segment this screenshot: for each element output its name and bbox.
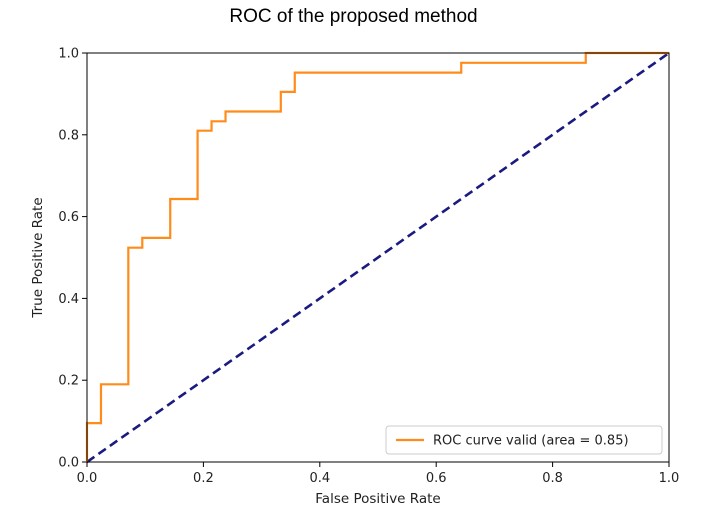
y-tick-label: 0.6 xyxy=(58,210,79,225)
series-layer xyxy=(85,51,670,464)
y-tick-label: 0.4 xyxy=(58,292,79,307)
x-tick-label: 0.6 xyxy=(426,471,447,486)
x-tick-label: 1.0 xyxy=(659,471,680,486)
x-axis: 0.0 0.2 0.4 0.6 0.8 1.0 xyxy=(77,462,680,486)
legend: ROC curve valid (area = 0.85) xyxy=(385,425,663,455)
x-tick-label: 0.4 xyxy=(309,471,330,486)
legend-box xyxy=(385,425,663,455)
x-tick-label: 0.2 xyxy=(193,471,214,486)
roc-curve-line xyxy=(85,51,669,462)
y-tick-label: 0.0 xyxy=(58,456,79,471)
y-tick-label: 1.0 xyxy=(58,47,79,62)
y-axis: 0.0 0.2 0.4 0.6 0.8 1.0 xyxy=(58,47,87,471)
x-tick-label: 0.0 xyxy=(77,471,98,486)
y-tick-label: 0.2 xyxy=(58,374,79,389)
x-tick-label: 0.8 xyxy=(542,471,563,486)
plot-frame xyxy=(86,52,670,463)
chart-title: ROC of the proposed method xyxy=(229,6,478,27)
y-tick-label: 0.8 xyxy=(58,128,79,143)
x-axis-label: False Positive Rate xyxy=(315,491,440,507)
chance-diagonal-line xyxy=(86,51,670,464)
y-axis-label: True Positive Rate xyxy=(30,197,46,318)
legend-label: ROC curve valid (area = 0.85) xyxy=(433,434,629,449)
